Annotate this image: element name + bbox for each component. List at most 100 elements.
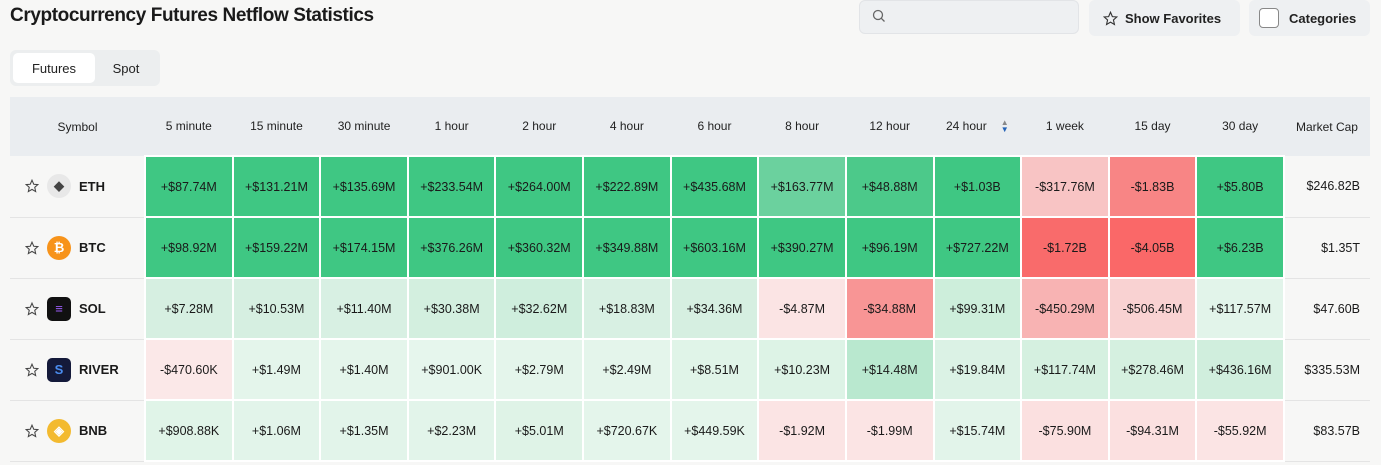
- column-header[interactable]: 12 hour: [845, 97, 934, 156]
- table-row[interactable]: ≡ SOL +$7.28M +$10.53M +$11.40M +$30.38M +$32…: [10, 277, 1370, 340]
- show-favorites-button[interactable]: Show Favorites: [1089, 0, 1240, 36]
- netflow-table: Symbol 5 minute 15 minute 30 minute 1 hour 2 …: [10, 97, 1370, 462]
- categories-label: Categories: [1289, 10, 1357, 26]
- column-header-label: 15 minute: [250, 119, 303, 133]
- netflow-cell: +$159.22M: [231, 216, 322, 279]
- favorite-star-icon[interactable]: [25, 362, 39, 377]
- sort-icon[interactable]: ▲ ▼: [1000, 118, 1009, 135]
- netflow-cell: +$727.22M: [932, 216, 1023, 279]
- netflow-cell: +$163.77M: [757, 155, 847, 218]
- favorite-star-icon[interactable]: [25, 423, 39, 438]
- netflow-cell: +$87.74M: [144, 155, 234, 218]
- tab-futures[interactable]: Futures: [13, 53, 95, 83]
- column-header-label: 30 minute: [337, 119, 391, 133]
- netflow-cell: -$1.99M: [844, 399, 935, 462]
- netflow-cell: -$55.92M: [1195, 399, 1285, 462]
- netflow-cell: -$506.45M: [1107, 277, 1198, 340]
- netflow-cell: +$449.59K: [669, 399, 760, 462]
- column-header[interactable]: Symbol: [10, 97, 146, 156]
- column-header[interactable]: 5 minute: [145, 97, 233, 156]
- netflow-cell: +$5.80B: [1195, 155, 1285, 218]
- show-favorites-label: Show Favorites: [1125, 10, 1222, 26]
- market-cap-cell: $1.35T: [1283, 217, 1370, 279]
- table-row[interactable]: ◈ BNB +$908.88K +$1.06M +$1.35M +$2.23M +$5.0…: [10, 399, 1370, 462]
- netflow-cell: -$1.92M: [757, 399, 847, 462]
- column-header[interactable]: 30 day: [1196, 97, 1284, 156]
- categories-checkbox[interactable]: [1259, 8, 1279, 28]
- star-icon: [1103, 10, 1118, 26]
- market-cap-cell: $47.60B: [1283, 278, 1370, 340]
- column-header[interactable]: Market Cap: [1283, 97, 1370, 156]
- table-row[interactable]: ◆ ETH +$87.74M +$131.21M +$135.69M +$233.54M…: [10, 155, 1370, 218]
- netflow-cell: +$10.23M: [757, 338, 847, 401]
- netflow-cell: +$2.79M: [494, 338, 585, 401]
- netflow-cell: -$450.29M: [1020, 277, 1110, 340]
- column-header-label: 30 day: [1222, 119, 1259, 133]
- netflow-cell: +$264.00M: [494, 155, 585, 218]
- netflow-cell: +$1.35M: [319, 399, 409, 462]
- netflow-cell: +$174.15M: [319, 216, 409, 279]
- column-header-label: 8 hour: [785, 119, 820, 133]
- netflow-cell: +$901.00K: [406, 338, 497, 401]
- column-header[interactable]: 15 day: [1108, 97, 1197, 156]
- column-header[interactable]: 8 hour: [758, 97, 846, 156]
- market-cap-cell: $246.82B: [1283, 156, 1370, 218]
- netflow-cell: +$18.83M: [582, 277, 672, 340]
- symbol-label: BTC: [79, 240, 106, 255]
- column-header-label: 1 hour: [434, 119, 469, 133]
- symbol-label: BNB: [79, 423, 108, 438]
- table-row[interactable]: ₿ BTC +$98.92M +$159.22M +$174.15M +$376.26M…: [10, 216, 1370, 279]
- netflow-cell: +$2.23M: [406, 399, 497, 462]
- ethereum-icon: ◆: [47, 174, 71, 199]
- column-header-label: 2 hour: [522, 119, 557, 133]
- netflow-cell: +$19.84M: [932, 338, 1023, 401]
- netflow-cell: -$4.05B: [1107, 216, 1198, 279]
- netflow-cell: -$94.31M: [1107, 399, 1198, 462]
- symbol-cell: ◆ ETH: [10, 156, 146, 218]
- netflow-cell: -$317.76M: [1020, 155, 1110, 218]
- market-type-tabs: Futures Spot: [10, 50, 160, 86]
- favorite-star-icon[interactable]: [25, 179, 39, 193]
- categories-button[interactable]: Categories: [1249, 0, 1370, 36]
- netflow-cell: +$98.92M: [144, 216, 234, 279]
- netflow-cell: -$75.90M: [1020, 399, 1110, 462]
- column-header[interactable]: 15 minute: [232, 97, 321, 156]
- netflow-cell: +$32.62M: [494, 277, 585, 340]
- column-header[interactable]: 30 minute: [320, 97, 408, 156]
- netflow-cell: +$720.67K: [582, 399, 672, 462]
- column-header[interactable]: 6 hour: [670, 97, 759, 156]
- tab-spot[interactable]: Spot: [112, 60, 140, 76]
- column-header-label: 15 day: [1134, 119, 1171, 133]
- netflow-cell: +$376.26M: [406, 216, 497, 279]
- netflow-cell: +$390.27M: [757, 216, 847, 279]
- netflow-cell: +$34.36M: [669, 277, 760, 340]
- favorite-star-icon[interactable]: [25, 301, 39, 316]
- search-icon: [872, 9, 885, 22]
- column-header[interactable]: 1 week: [1021, 97, 1109, 156]
- netflow-cell: +$435.68M: [669, 155, 760, 218]
- river-icon: S: [47, 357, 71, 382]
- bitcoin-icon: ₿: [47, 235, 71, 260]
- column-header-label: Symbol: [57, 119, 98, 134]
- search-input[interactable]: [859, 0, 1079, 34]
- netflow-cell: +$908.88K: [144, 399, 234, 462]
- column-header-label: 5 minute: [165, 119, 212, 133]
- page-title: Cryptocurrency Futures Netflow Statistic…: [10, 5, 374, 26]
- symbol-label: ETH: [79, 178, 105, 194]
- column-header-label: 12 hour: [869, 119, 911, 133]
- netflow-cell: +$222.89M: [582, 155, 672, 218]
- column-header[interactable]: 24 hour ▲ ▼: [933, 97, 1022, 156]
- column-header[interactable]: 2 hour: [495, 97, 584, 156]
- netflow-cell: +$233.54M: [406, 155, 497, 218]
- symbol-cell: ₿ BTC: [10, 217, 146, 279]
- market-cap-cell: $83.57B: [1283, 400, 1370, 462]
- column-header[interactable]: 4 hour: [583, 97, 671, 156]
- netflow-cell: +$2.49M: [582, 338, 672, 401]
- netflow-cell: +$11.40M: [319, 277, 409, 340]
- netflow-cell: +$117.74M: [1020, 338, 1110, 401]
- favorite-star-icon[interactable]: [25, 240, 39, 255]
- column-header[interactable]: 1 hour: [407, 97, 496, 156]
- symbol-cell: ≡ SOL: [10, 278, 146, 340]
- bnb-icon: ◈: [47, 418, 71, 443]
- table-row[interactable]: S RIVER -$470.60K +$1.49M +$1.40M +$901.00K +…: [10, 338, 1370, 401]
